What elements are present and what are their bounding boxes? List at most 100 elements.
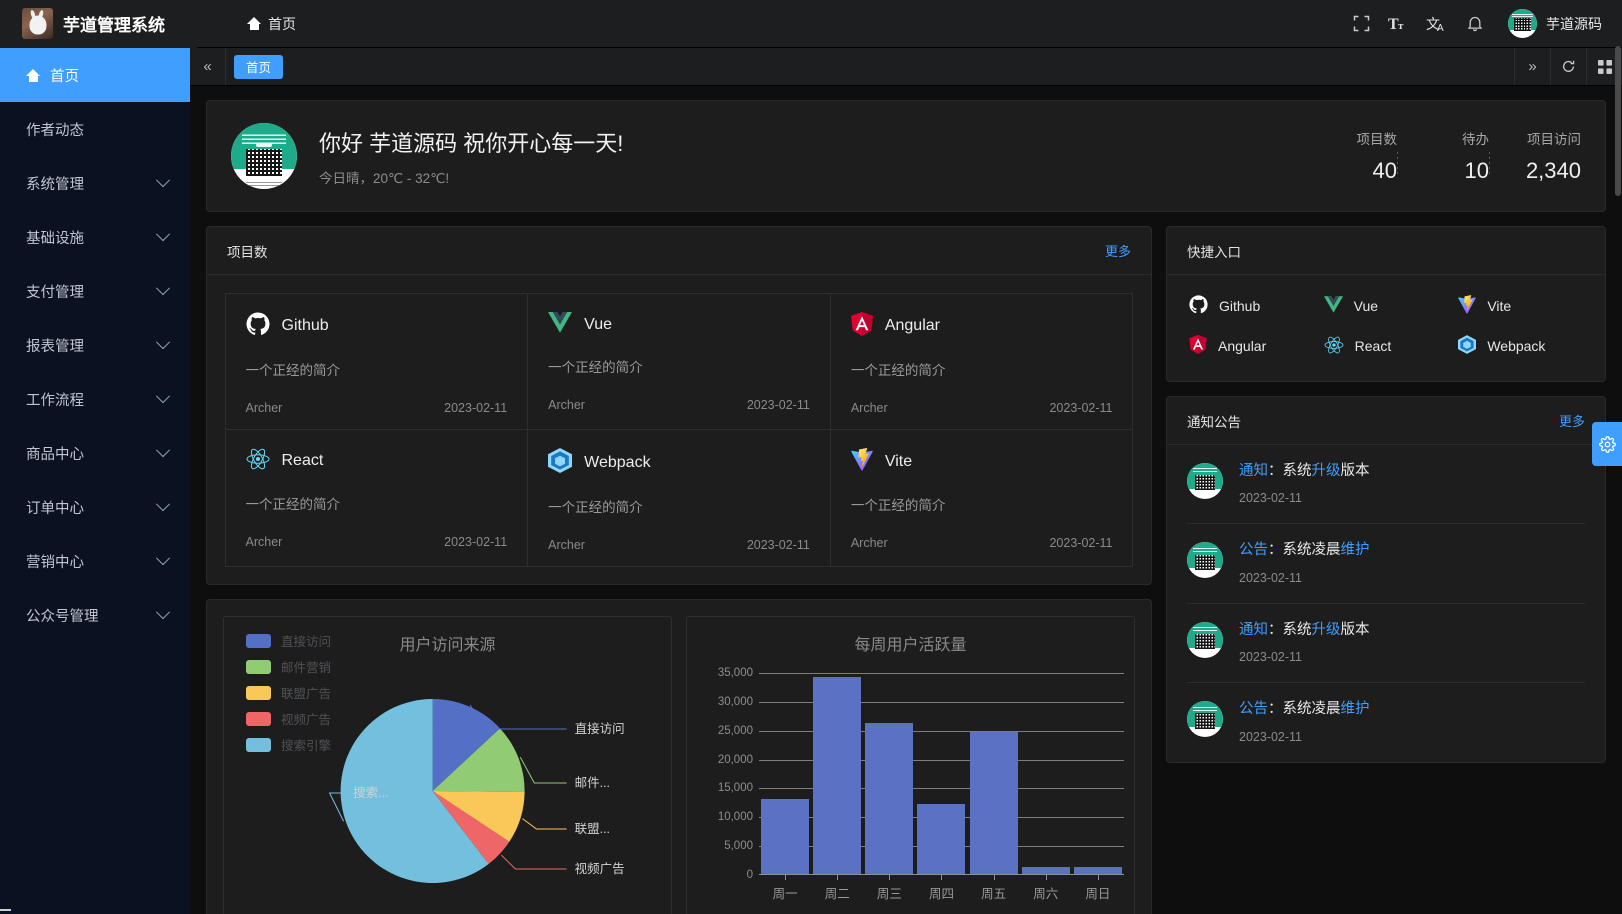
pie-slice[interactable] — [340, 699, 489, 883]
quick-entry-github[interactable]: Github — [1189, 295, 1314, 317]
y-tick-label: 20,000 — [717, 753, 753, 766]
react-icon — [246, 448, 270, 475]
bar-column[interactable] — [759, 673, 811, 875]
stat-label: 待办 — [1462, 132, 1489, 147]
bell-icon[interactable] — [1456, 0, 1494, 48]
project-card[interactable]: Vue 一个正经的简介 Archer 2023-02-11 — [527, 292, 831, 430]
axis-line — [759, 874, 1124, 875]
sidebar-item-report[interactable]: 报表管理 — [0, 318, 190, 372]
quick-entry-angular[interactable]: Angular — [1189, 335, 1314, 357]
sidebar-item-label: 公众号管理 — [26, 608, 99, 625]
content-column: « 首页 » — [190, 46, 1622, 914]
bar-plot: 0 5,000 10,000 15,000 20,000 25,000 30,000 35,0… — [697, 667, 1124, 905]
settings-float-button[interactable] — [1592, 422, 1622, 466]
project-card[interactable]: Webpack 一个正经的简介 Archer 2023-02-11 — [527, 428, 831, 567]
sidebar-item-product[interactable]: 商品中心 — [0, 426, 190, 480]
legend-label: 搜索引擎 — [281, 739, 332, 753]
sidebar-item-author-news[interactable]: 作者动态 — [0, 102, 190, 156]
bar-column[interactable] — [811, 673, 863, 875]
sidebar-item-payment[interactable]: 支付管理 — [0, 264, 190, 318]
user-menu[interactable]: 芋道源码 — [1494, 9, 1608, 38]
fullscreen-icon[interactable] — [1342, 0, 1380, 48]
pie-slice[interactable] — [432, 791, 509, 864]
sidebar-item-infrastructure[interactable]: 基础设施 — [0, 210, 190, 264]
sidebar-item-mp[interactable]: 公众号管理 — [0, 588, 190, 642]
bar[interactable] — [917, 803, 966, 875]
tab-home[interactable]: 首页 — [234, 54, 284, 79]
legend-label: 邮件营销 — [281, 661, 332, 675]
tabs-scroll-left-icon[interactable]: « — [190, 48, 226, 85]
sidebar-item-system[interactable]: 系统管理 — [0, 156, 190, 210]
quick-entry-title: 快捷入口 — [1187, 244, 1241, 260]
quick-entry-react[interactable]: React — [1324, 335, 1449, 357]
sidebar-item-order[interactable]: 订单中心 — [0, 480, 190, 534]
brand[interactable]: 芋道管理系统 — [0, 0, 197, 48]
sidebar-item-home[interactable]: 首页 — [0, 48, 190, 102]
notices-more-link[interactable]: 更多 — [1558, 414, 1585, 429]
webpack-icon — [548, 447, 573, 478]
font-size-icon[interactable]: T т — [1380, 0, 1418, 48]
bar[interactable] — [865, 723, 914, 875]
tabs-scroll-right-icon[interactable]: » — [1514, 48, 1550, 85]
project-name: Vue — [584, 315, 613, 333]
notice-item[interactable]: 通知：系统升级版本 2023-02-11 — [1187, 445, 1585, 525]
x-tick-label: 周六 — [1020, 875, 1072, 905]
notice-item[interactable]: 公告：系统凌晨维护 2023-02-11 — [1187, 524, 1585, 604]
pie-slice[interactable] — [432, 728, 525, 793]
pie-label: 联盟... — [574, 822, 609, 836]
pie-plot: 直接访问 邮件... 联盟... 视频广告 搜索... — [224, 683, 671, 907]
bar[interactable] — [969, 731, 1018, 875]
project-card[interactable]: Vite 一个正经的简介 Archer 2023-02-11 — [829, 428, 1134, 567]
quick-entry-vite[interactable]: Vite — [1458, 295, 1583, 317]
pie-slice[interactable] — [432, 791, 525, 842]
sidebar-item-label: 支付管理 — [26, 284, 84, 301]
pie-chart[interactable]: 用户访问来源 直接访问 邮件营销 — [223, 616, 672, 914]
grid-menu-icon[interactable] — [1586, 48, 1622, 85]
project-name: Angular — [884, 317, 940, 334]
bar-column[interactable] — [915, 673, 967, 875]
translate-icon[interactable]: 文 A — [1418, 0, 1456, 48]
bar[interactable] — [813, 677, 862, 875]
sidebar-item-workflow[interactable]: 工作流程 — [0, 372, 190, 426]
stat-todo: 待办 10 — [1397, 128, 1489, 184]
bar[interactable] — [1073, 867, 1122, 875]
breadcrumb-label: 首页 — [268, 15, 296, 32]
quick-entry-webpack[interactable]: Webpack — [1458, 335, 1583, 357]
pie-legend: 直接访问 邮件营销 联盟广告 — [246, 631, 331, 761]
bar-column[interactable] — [863, 673, 915, 875]
notice-title: 公告：系统凌晨维护 — [1239, 542, 1370, 559]
bar-column[interactable] — [1072, 673, 1124, 875]
project-name: Github — [281, 317, 329, 334]
legend-item: 搜索引擎 — [246, 735, 331, 754]
notice-item[interactable]: 通知：系统升级版本 2023-02-11 — [1187, 604, 1585, 684]
projects-more-link[interactable]: 更多 — [1104, 244, 1131, 259]
svg-text:т: т — [1398, 20, 1404, 32]
project-name: React — [281, 452, 324, 469]
notice-item[interactable]: 公告：系统凌晨维护 2023-02-11 — [1187, 683, 1585, 761]
bar-y-axis: 0 5,000 10,000 15,000 20,000 25,000 30,000 35,0… — [697, 667, 759, 881]
quick-entry-vue[interactable]: Vue — [1323, 295, 1449, 317]
breadcrumb[interactable]: 首页 — [247, 14, 296, 34]
vertical-scrollbar[interactable] — [1615, 46, 1621, 196]
bar-column[interactable] — [1020, 673, 1072, 875]
project-author: Archer — [850, 400, 888, 415]
gridline — [759, 730, 1124, 732]
sidebar-item-label: 首页 — [50, 68, 79, 85]
pie-slice[interactable] — [432, 699, 500, 791]
webpack-icon — [1458, 335, 1477, 357]
y-tick-label: 5,000 — [724, 840, 753, 853]
sidebar-item-marketing[interactable]: 营销中心 — [0, 534, 190, 588]
project-card[interactable]: React 一个正经的简介 Archer 2023-02-11 — [224, 428, 529, 567]
bar[interactable] — [1021, 867, 1070, 875]
bar[interactable] — [761, 798, 810, 875]
project-card[interactable]: Github 一个正经的简介 Archer 2023-02-11 — [224, 292, 529, 430]
refresh-icon[interactable] — [1550, 48, 1586, 85]
gridline — [759, 701, 1124, 703]
chevron-down-icon — [155, 497, 171, 512]
sidebar-item-label: 工作流程 — [26, 392, 84, 409]
main-scroll-area[interactable]: 你好 芋道源码 祝你开心每一天! 今日晴，20℃ - 32℃! 项目数 40 待… — [190, 86, 1622, 914]
bar-column[interactable] — [968, 673, 1020, 875]
project-card[interactable]: Angular 一个正经的简介 Archer 2023-02-11 — [829, 292, 1134, 430]
bar-chart[interactable]: 每周用户活跃量 0 5,000 10,000 15,000 20,000 25,000 30… — [686, 616, 1135, 914]
quick-entry-card: 快捷入口 Github — [1166, 226, 1606, 382]
